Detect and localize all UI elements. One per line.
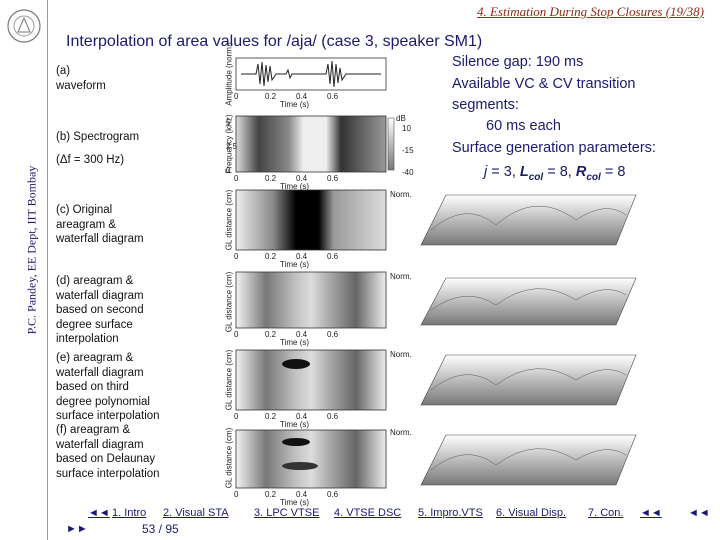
figure-label: 0 — [226, 166, 231, 175]
nav-link[interactable]: 5. Impro.VTS — [418, 507, 483, 519]
figure-label: dB — [396, 114, 406, 123]
figure-label: 0.2 — [265, 174, 277, 183]
figure-label: 0.2 — [265, 412, 277, 421]
nav-link[interactable]: 2. Visual STA — [163, 507, 229, 519]
figure-label: 0.4 — [296, 412, 308, 421]
figure-label: GL distance (cm) — [224, 427, 234, 489]
figure-label: Time (s) — [280, 100, 310, 109]
logo — [7, 9, 41, 43]
figure-label: 0.6 — [327, 412, 339, 421]
figure-label: 2.5 — [226, 142, 238, 151]
figure-label: 5 — [226, 118, 231, 127]
next-button[interactable]: ►► — [66, 523, 88, 535]
nav-link[interactable]: 7. Con. — [588, 507, 624, 519]
figure-label: 0.4 — [296, 490, 308, 499]
divider — [47, 0, 48, 540]
panel-label: (f) areagram & waterfall diagram based on … — [56, 424, 160, 480]
page-number: 53 / 95 — [142, 522, 179, 536]
figure-label: 0 — [234, 412, 239, 421]
figure-label: 0.4 — [296, 92, 308, 101]
panel-label: (d) areagram & waterfall diagram based on … — [56, 275, 144, 345]
note: Silence gap: 190 ms — [452, 54, 584, 70]
figure-label: 0.6 — [327, 252, 339, 261]
parameters: j = 3, Lcol = 8, Rcol = 8 — [484, 164, 626, 183]
figure-label: 0 — [234, 252, 239, 261]
figure-label: 0 — [234, 174, 239, 183]
panel-label: (c) Original areagram & waterfall diagram — [56, 204, 144, 245]
prev-button[interactable]: ◄◄ — [640, 507, 662, 519]
panel-label: (e) areagram & waterfall diagram based on … — [56, 352, 160, 422]
nav-link[interactable]: 3. LPC VTSE — [254, 507, 320, 519]
figure-label: 0 — [234, 490, 239, 499]
figure-label: 0 — [234, 330, 239, 339]
title: Interpolation of area values for /aja/ (… — [66, 33, 483, 50]
prev-button[interactable]: ◄◄ — [88, 507, 110, 519]
figure-label: Time (s) — [280, 260, 310, 269]
panel-label: (a) waveform — [56, 65, 106, 92]
figure-label: Amplitude (norm.) — [224, 42, 234, 106]
figure-label: 0.2 — [265, 92, 277, 101]
figure-label: 0.4 — [296, 252, 308, 261]
figure-label: 0 — [234, 92, 239, 101]
figure-label: Norm. — [390, 350, 412, 359]
figure-label: Time (s) — [280, 498, 310, 507]
back-button[interactable]: ◄◄ — [688, 507, 710, 519]
figure-label: 0.2 — [265, 330, 277, 339]
nav-link[interactable]: 1. Intro — [112, 507, 147, 519]
figure-label: Norm. — [390, 428, 412, 437]
sidebar: P.C. Pandey, EE Dept, IIT Bombay — [24, 165, 39, 335]
figure — [235, 57, 637, 489]
nav-link[interactable]: 4. VTSE DSC — [334, 507, 402, 519]
figure-label: 10 — [402, 124, 411, 133]
figure-label: 0.4 — [296, 330, 308, 339]
figure-label: 0.4 — [296, 174, 308, 183]
figure-label: 0.6 — [327, 174, 339, 183]
figure-label: 0.6 — [327, 490, 339, 499]
figure-label: -40 — [402, 168, 414, 177]
figure-label: -15 — [402, 146, 414, 155]
section-link[interactable]: 4. Estimation During Stop Closures (19/3… — [476, 4, 704, 19]
note: Surface generation parameters: — [452, 140, 656, 156]
note: segments: — [452, 97, 519, 113]
nav-link[interactable]: 6. Visual Disp. — [496, 507, 567, 519]
note: 60 ms each — [486, 118, 561, 134]
panel-label: (b) Spectrogram (Δf = 300 Hz) — [56, 131, 140, 166]
figure-label: Time (s) — [280, 338, 310, 347]
figure-label: Time (s) — [280, 420, 310, 429]
figure-label: GL distance (cm) — [224, 271, 234, 333]
figure-label: 0.2 — [265, 490, 277, 499]
figure-label: GL distance (cm) — [224, 349, 234, 411]
figure-label: 0.6 — [327, 92, 339, 101]
figure-label: GL distance (cm) — [224, 189, 234, 251]
figure-label: 0.6 — [327, 330, 339, 339]
figure-label: Norm. — [390, 190, 412, 199]
note: Available VC & CV transition — [452, 76, 636, 92]
figure-label: Norm. — [390, 272, 412, 281]
figure-label: 0.2 — [265, 252, 277, 261]
figure-label: Time (s) — [280, 182, 310, 191]
